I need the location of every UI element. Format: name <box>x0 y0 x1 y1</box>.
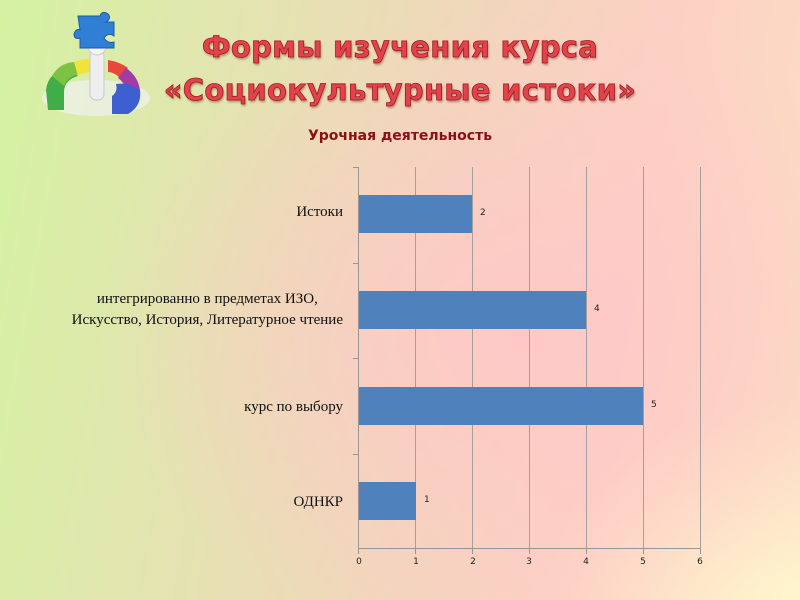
category-label-line: интегрированно в предметах ИЗО, <box>96 291 318 307</box>
gridline <box>586 167 587 549</box>
value-label: 1 <box>424 495 430 505</box>
category-label-istoki: Истоки <box>296 202 343 223</box>
chart-title: Урочная деятельность <box>307 128 493 144</box>
slide-title-line-1: Формы изучения курса <box>201 30 599 65</box>
y-tick <box>353 263 359 264</box>
x-tick-label: 6 <box>697 557 703 567</box>
bar-elective-course <box>359 387 643 425</box>
category-label-integrated: интегрированно в предметах ИЗО, Искусств… <box>72 289 343 331</box>
y-tick <box>353 358 359 359</box>
gridline <box>472 167 473 549</box>
x-tick-label: 2 <box>470 557 476 567</box>
value-label: 4 <box>594 304 600 314</box>
y-tick <box>353 454 359 455</box>
category-label-line: курс по выбору <box>244 399 343 415</box>
puzzle-person-icon <box>42 11 150 116</box>
x-tick-label: 1 <box>413 557 419 567</box>
x-tick-label: 5 <box>640 557 646 567</box>
x-tick-label: 0 <box>356 557 362 567</box>
bar-istoki <box>359 195 472 233</box>
x-axis <box>358 548 700 549</box>
x-tick <box>586 549 587 554</box>
gridline <box>415 167 416 549</box>
x-tick-label: 3 <box>526 557 532 567</box>
category-label-odnkr: ОДНКР <box>294 492 344 513</box>
slide-title-line-2: «Социокультурные истоки» <box>163 73 637 108</box>
x-tick-label: 4 <box>583 557 589 567</box>
x-tick <box>358 549 359 554</box>
value-label: 5 <box>651 400 657 410</box>
category-label-line: Истоки <box>296 204 343 220</box>
category-label-line: ОДНКР <box>293 494 344 510</box>
x-tick <box>415 549 416 554</box>
value-label: 2 <box>480 208 486 218</box>
plot-area: 2 4 5 1 <box>353 167 701 554</box>
logo <box>38 10 158 120</box>
bar-integrated <box>359 291 586 329</box>
gridline <box>643 167 644 549</box>
gridline <box>529 167 530 549</box>
y-tick <box>353 167 359 168</box>
category-label-elective-course: курс по выбору <box>244 397 343 418</box>
gridline <box>700 167 701 549</box>
x-tick <box>700 549 701 554</box>
x-tick <box>472 549 473 554</box>
bar-odnkr <box>359 482 416 520</box>
category-label-line: Искусство, История, Литературное чтение <box>71 312 343 328</box>
x-tick <box>643 549 644 554</box>
x-tick <box>529 549 530 554</box>
